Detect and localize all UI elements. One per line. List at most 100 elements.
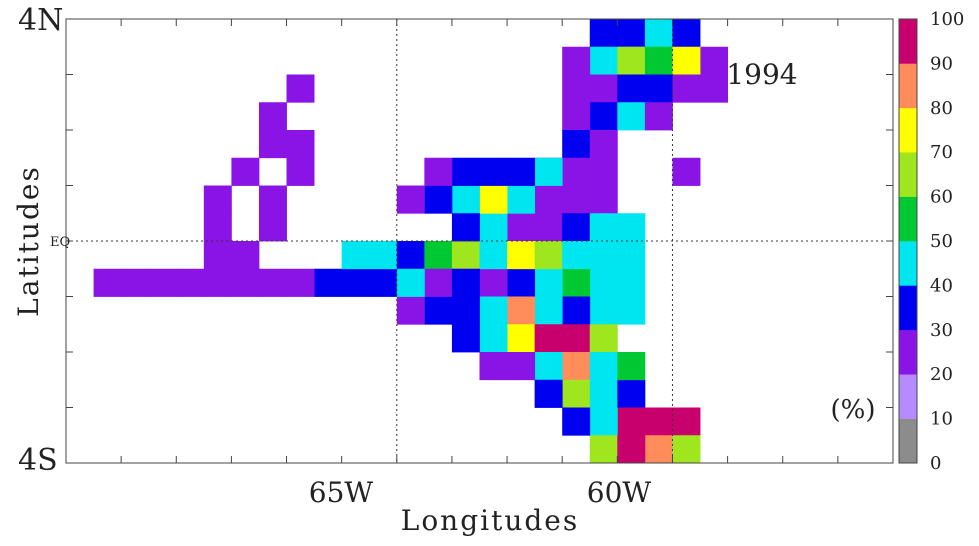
heatmap-cell xyxy=(589,46,618,75)
colorbar-tick-label: 80 xyxy=(930,98,953,119)
heatmap-cell xyxy=(589,102,618,131)
heatmap-cell xyxy=(589,435,618,464)
heatmap-cell xyxy=(507,213,536,242)
heatmap-cell xyxy=(589,19,618,48)
colorbar-unit-label: (%) xyxy=(831,395,876,425)
heatmap-cell xyxy=(424,296,453,325)
heatmap-cell xyxy=(562,46,591,75)
heatmap-cell xyxy=(562,241,591,270)
heatmap-cell xyxy=(424,185,453,214)
heatmap-cell xyxy=(562,296,591,325)
heatmap-cell xyxy=(396,241,425,270)
heatmap-cell xyxy=(617,352,646,381)
heatmap-cell xyxy=(231,268,260,297)
heatmap-cell xyxy=(617,74,646,103)
heatmap-cell xyxy=(534,157,563,186)
heatmap-cell xyxy=(644,19,673,48)
heatmap-cell xyxy=(562,324,591,353)
heatmap-cell xyxy=(617,46,646,75)
colorbar-swatch xyxy=(899,418,917,464)
heatmap-cell xyxy=(617,379,646,408)
y-tick-label-eq: EQ xyxy=(50,235,70,250)
heatmap-cell xyxy=(424,268,453,297)
heatmap-cell xyxy=(644,407,673,436)
year-label: 1994 xyxy=(726,58,797,91)
heatmap-cell xyxy=(203,268,232,297)
heatmap-cell xyxy=(479,241,508,270)
heatmap-cell xyxy=(369,268,398,297)
colorbar-tick-label: 100 xyxy=(930,9,964,30)
colorbar-swatch xyxy=(899,107,917,153)
heatmap-cell xyxy=(507,185,536,214)
heatmap-cell xyxy=(617,213,646,242)
colorbar-swatch xyxy=(899,241,917,286)
heatmap-cell xyxy=(589,74,618,103)
heatmap-cell xyxy=(258,185,287,214)
heatmap-cell xyxy=(700,46,728,75)
colorbar-swatch xyxy=(899,19,917,64)
y-axis-title: Latitudes xyxy=(12,165,45,317)
heatmap-cell xyxy=(451,241,480,270)
heatmap-cell xyxy=(644,435,673,464)
heatmap-cell xyxy=(121,268,150,297)
heatmap-cell xyxy=(589,157,618,186)
heatmap-cell xyxy=(507,352,536,381)
colorbar-tick-label: 50 xyxy=(930,231,953,252)
heatmap-cell xyxy=(479,213,508,242)
heatmap-cell xyxy=(369,241,398,270)
heatmap-cell xyxy=(589,407,618,436)
colorbar-swatch xyxy=(899,63,917,109)
heatmap-cell xyxy=(258,213,287,242)
heatmap-cell xyxy=(479,268,508,297)
heatmap-cell xyxy=(672,19,701,48)
heatmap-cell xyxy=(396,296,425,325)
colorbar-swatch xyxy=(899,285,917,331)
x-tick-label-65w: 65W xyxy=(309,476,374,509)
heatmap-cell xyxy=(617,435,646,464)
cells-layer xyxy=(93,19,728,464)
heatmap-cell xyxy=(93,268,122,297)
heatmap-cell xyxy=(672,407,701,436)
heatmap-cell xyxy=(341,241,370,270)
heatmap-cell xyxy=(451,296,480,325)
heatmap-cell xyxy=(534,296,563,325)
heatmap-cell xyxy=(507,296,536,325)
heatmap-cell xyxy=(203,241,232,270)
heatmap-cell xyxy=(231,241,260,270)
heatmap-cell xyxy=(479,185,508,214)
heatmap-cell xyxy=(286,157,315,186)
heatmap-cell xyxy=(617,268,646,297)
heatmap-cell xyxy=(672,46,701,75)
heatmap-cell xyxy=(148,268,177,297)
heatmap-cell xyxy=(589,268,618,297)
heatmap-cell xyxy=(479,352,508,381)
colorbar-tick-label: 90 xyxy=(930,53,953,74)
heatmap-cell xyxy=(451,185,480,214)
heatmap-cell xyxy=(589,379,618,408)
y-tick-label-4s: 4S xyxy=(18,443,58,478)
colorbar-frame xyxy=(898,18,918,464)
heatmap-cell xyxy=(617,19,646,48)
heatmap-cell xyxy=(562,213,591,242)
heatmap-cell xyxy=(479,157,508,186)
heatmap-cell xyxy=(341,268,370,297)
heatmap-cell xyxy=(562,185,591,214)
heatmap-cell xyxy=(562,352,591,381)
heatmap-cell xyxy=(672,435,701,464)
colorbar-tick-label: 70 xyxy=(930,142,953,163)
heatmap-cell xyxy=(589,213,618,242)
heatmap-cell xyxy=(534,352,563,381)
colorbar-tick-label: 10 xyxy=(930,409,953,430)
heatmap-cell xyxy=(479,324,508,353)
colorbar-tick-label: 60 xyxy=(930,187,953,208)
heatmap-cell xyxy=(451,157,480,186)
heatmap-cell xyxy=(534,268,563,297)
x-tick-label-60w: 60W xyxy=(587,476,652,509)
colorbar-swatch xyxy=(899,374,917,419)
heatmap-cell xyxy=(507,157,536,186)
heatmap-cell xyxy=(589,130,618,159)
heatmap-cell xyxy=(534,379,563,408)
heatmap-cell xyxy=(258,268,287,297)
heatmap-cell xyxy=(507,324,536,353)
